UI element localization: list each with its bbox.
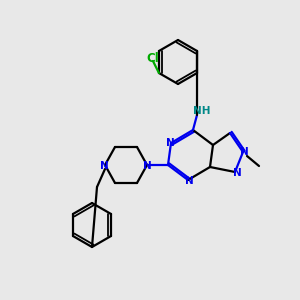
Text: N: N bbox=[240, 147, 248, 157]
Text: N: N bbox=[100, 161, 108, 171]
Text: NH: NH bbox=[193, 106, 211, 116]
Text: N: N bbox=[184, 176, 194, 186]
Text: N: N bbox=[142, 161, 152, 171]
Text: N: N bbox=[166, 138, 174, 148]
Text: N: N bbox=[232, 168, 242, 178]
Text: Cl: Cl bbox=[147, 52, 159, 65]
